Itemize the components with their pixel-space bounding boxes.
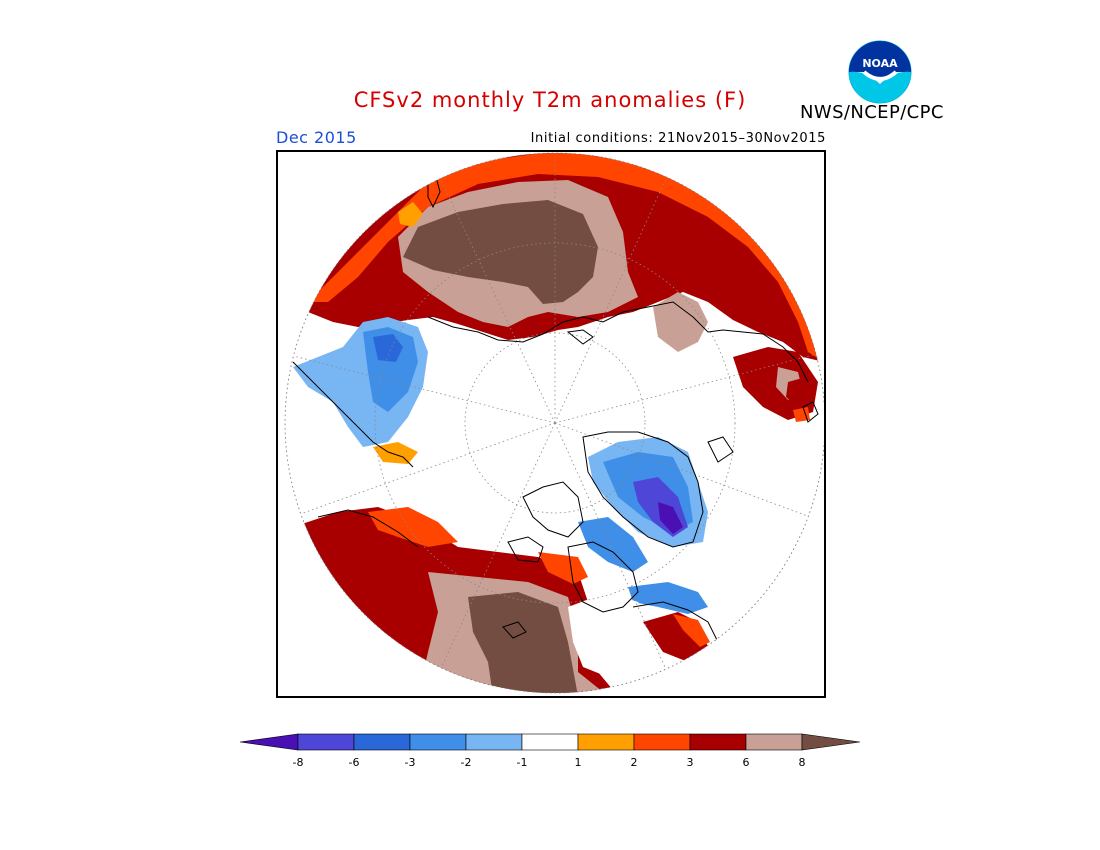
graticule xyxy=(285,153,824,693)
anomaly-region-north-america-orange-edge xyxy=(368,507,458,547)
colorbar-tick-label: -3 xyxy=(405,756,416,769)
colorbar-tick-label: -2 xyxy=(461,756,472,769)
map-frame xyxy=(276,150,826,698)
anomaly-region-japan-orange xyxy=(793,407,810,422)
anomaly-region-north-america-brown xyxy=(468,592,578,693)
colorbar-swatch xyxy=(353,733,411,751)
anomaly-region-eurasia-edge-orange xyxy=(308,153,824,362)
colorbar-labels: -8 -6 -3 -2 -1 1 2 3 6 8 xyxy=(293,756,806,769)
colorbar-swatch xyxy=(465,733,523,751)
colorbar-swatch xyxy=(409,733,467,751)
valid-period: Dec 2015 xyxy=(276,128,357,147)
initial-conditions: Initial conditions: 21Nov2015–30Nov2015 xyxy=(530,131,826,146)
logo-text: NOAA xyxy=(862,57,898,70)
anomaly-region-atlantic-cold xyxy=(628,582,708,614)
colorbar-swatch-min xyxy=(239,733,299,751)
colorbar-tick-label: 1 xyxy=(575,756,582,769)
colorbar-swatch xyxy=(577,733,635,751)
anomaly-region-east-us-white xyxy=(568,592,658,677)
anomaly-map xyxy=(284,152,824,694)
colorbar-swatch xyxy=(745,733,803,751)
anomaly-region-canada-orange xyxy=(538,552,588,584)
colorbar-swatch-max xyxy=(801,733,861,751)
colorbar-tick-label: -6 xyxy=(349,756,360,769)
chart-title: CFSv2 monthly T2m anomalies (F) xyxy=(353,88,747,112)
colorbar-tick-label: -1 xyxy=(517,756,528,769)
colorbar-swatch xyxy=(521,733,579,751)
noaa-logo-icon: NOAA xyxy=(848,40,912,104)
organization-label: NWS/NCEP/CPC xyxy=(800,102,944,123)
colorbar-swatch xyxy=(689,733,747,751)
coastlines xyxy=(292,176,819,643)
anomaly-region-west-cold-dark xyxy=(373,334,403,362)
hemisphere-outline xyxy=(284,152,824,694)
colorbar-swatch xyxy=(297,733,355,751)
colorbar-tick-label: 2 xyxy=(631,756,638,769)
colorbar-tick-label: -8 xyxy=(293,756,304,769)
colorbar-legend: -8 -6 -3 -2 -1 1 2 3 6 8 xyxy=(239,733,861,769)
colorbar-tick-label: 6 xyxy=(743,756,750,769)
anomaly-region-central-asia-orange xyxy=(373,442,418,464)
anomaly-region-japan-red xyxy=(786,377,813,407)
colorbar-tick-label: 3 xyxy=(687,756,694,769)
anomaly-region-siberia-brown xyxy=(403,200,598,304)
anomaly-region-east-coast-orange xyxy=(673,614,710,647)
anomaly-region-labrador-cold xyxy=(578,517,648,572)
colorbar-tick-label: 8 xyxy=(799,756,806,769)
anomaly-region-east-asia-tan xyxy=(653,292,708,352)
colorbar-swatches xyxy=(239,733,861,751)
anomaly-region-greenland-cold-extreme xyxy=(658,502,683,534)
anomaly-region-scandinavia-orange xyxy=(398,202,423,227)
colorbar-swatch xyxy=(633,733,691,751)
